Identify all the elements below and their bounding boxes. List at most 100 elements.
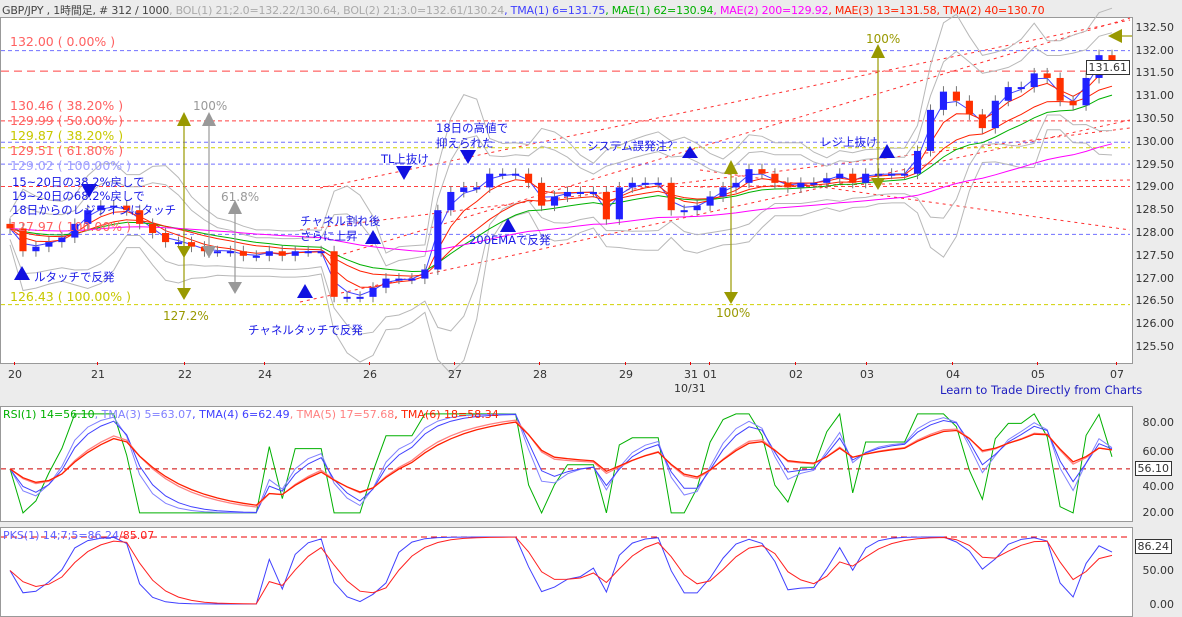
- candle-body: [810, 182, 818, 185]
- candle-body: [771, 173, 779, 183]
- candle-body: [719, 187, 727, 197]
- x-sublabel: 10/31: [674, 382, 706, 395]
- candle-body: [1017, 87, 1025, 90]
- candle-body: [745, 169, 753, 183]
- candle-body: [304, 251, 312, 254]
- candle-body: [499, 173, 507, 176]
- pks-panel[interactable]: [0, 527, 1133, 617]
- symbol-label: GBP/JPY , 1時間足, # 312 / 1000: [2, 4, 170, 17]
- candle-body: [862, 173, 870, 183]
- candle-body: [512, 173, 520, 176]
- arrow-up-icon: [724, 160, 738, 174]
- candle-body: [187, 242, 196, 247]
- candle-body: [162, 233, 170, 243]
- arrow-down-icon: [177, 246, 191, 258]
- tma2-line: [9, 85, 1113, 277]
- price-panel[interactable]: [0, 17, 1133, 364]
- y-tick-label: 126.50: [1135, 294, 1175, 308]
- x-tick-mark: [14, 362, 15, 365]
- annotation-channel-touch: チャネルタッチで反発: [248, 323, 363, 337]
- candle-body: [447, 191, 455, 211]
- y-tick-label: 132.00: [1135, 43, 1175, 57]
- candle-body: [563, 191, 572, 197]
- x-tick-mark: [866, 362, 867, 365]
- candle-body: [784, 182, 792, 188]
- candle-body: [278, 251, 286, 256]
- candle-body: [343, 296, 351, 299]
- pks-legend: PKS(1) 14;7;5=86.24/85.07: [3, 529, 154, 542]
- fib-label: 126.43 ( 100.00% ): [10, 289, 132, 304]
- candle-body: [602, 191, 610, 220]
- candle-body: [875, 173, 883, 176]
- rsi-legend-part: , TMA(4) 6=62.49: [192, 408, 290, 421]
- annotation-retracement-2: 19~20日の68.2%戻しで: [12, 189, 145, 203]
- y-tick-label: 129.50: [1135, 157, 1175, 171]
- fib-label: 130.46 ( 38.20% ): [10, 98, 124, 113]
- candle-body: [356, 296, 364, 299]
- candle-body: [460, 187, 468, 192]
- candle-body: [939, 91, 948, 110]
- tma4-line: [9, 413, 1113, 513]
- indicator-value: , BOL(2) 21;3.0=132.61/130.24: [336, 4, 505, 17]
- arrow-up-icon: [177, 112, 191, 126]
- candle-body: [252, 255, 260, 258]
- arrow-left-icon: [1108, 29, 1122, 43]
- x-tick-mark: [625, 362, 626, 365]
- rsi-legend-part: RSI(1) 14=56.10: [3, 408, 95, 421]
- candle-body: [641, 182, 649, 185]
- annotation-high-2: 抑えられた: [436, 136, 494, 150]
- arrow-up-icon: [228, 200, 242, 214]
- pks-main-label: PKS(1) 14;7;5=86.24: [3, 529, 120, 542]
- x-tick-mark: [369, 362, 370, 365]
- x-tick-label: 22: [178, 368, 192, 381]
- annotation-200ema: 200EMAで反発: [469, 233, 551, 247]
- candle-body: [369, 287, 377, 297]
- rsi-legend: RSI(1) 14=56.10, TMA(3) 5=63.07, TMA(4) …: [3, 408, 499, 421]
- fib-label: 129.99 ( 50.00% ): [10, 113, 124, 128]
- rsi-panel[interactable]: [0, 406, 1133, 522]
- candle-body: [226, 251, 234, 254]
- candle-body: [797, 182, 805, 188]
- candle-body: [6, 223, 14, 229]
- candle-body: [732, 182, 740, 188]
- candle-body: [693, 205, 701, 211]
- candle-body: [1082, 77, 1090, 106]
- pks-d-line: [9, 536, 1113, 605]
- triangle-down-icon: [396, 166, 412, 180]
- candle-body: [913, 150, 922, 174]
- triangle-up-icon: [365, 230, 381, 244]
- annotation-channel-break: チャネル割れ後: [300, 214, 381, 228]
- candle-body: [615, 187, 623, 220]
- candle-body: [849, 173, 857, 183]
- triangle-up-icon: [14, 266, 30, 280]
- x-tick-label: 07: [1110, 368, 1124, 381]
- current-price-box: 131.61: [1085, 60, 1130, 76]
- indicator-value: , TMA(2) 40=130.70: [936, 4, 1045, 17]
- y-tick-label: 128.50: [1135, 203, 1175, 217]
- candle-body: [991, 100, 999, 129]
- candle-body: [434, 210, 442, 270]
- fib-label: 127.97 ( 100.00% ): [10, 219, 132, 234]
- learn-to-trade-link[interactable]: Learn to Trade Directly from Charts: [940, 383, 1143, 397]
- candle-body: [58, 237, 66, 243]
- x-tick-label: 26: [363, 368, 377, 381]
- mae1-line: [9, 94, 1113, 273]
- arrow-up-icon: [871, 44, 885, 58]
- pct-100-right: 100%: [866, 32, 901, 46]
- triangle-down-icon: [460, 150, 476, 164]
- candle-body: [32, 246, 40, 252]
- candle-body: [537, 182, 546, 206]
- y-tick-label: 128.00: [1135, 226, 1175, 239]
- candle-body: [1069, 100, 1077, 106]
- rsi-legend-part: , TMA(5) 17=57.68: [289, 408, 395, 421]
- indicator-value: , BOL(1) 21;2.0=132.22/130.64: [169, 4, 337, 17]
- tma6-line: [9, 421, 1113, 506]
- candle-body: [71, 223, 79, 238]
- arrow-down-icon: [871, 178, 885, 190]
- rsi-current-box: 56.10: [1134, 461, 1172, 476]
- candle-body: [654, 182, 662, 185]
- x-tick-label: 24: [258, 368, 272, 381]
- pks-current-box: 86.24: [1134, 539, 1172, 554]
- candle-body: [667, 182, 675, 211]
